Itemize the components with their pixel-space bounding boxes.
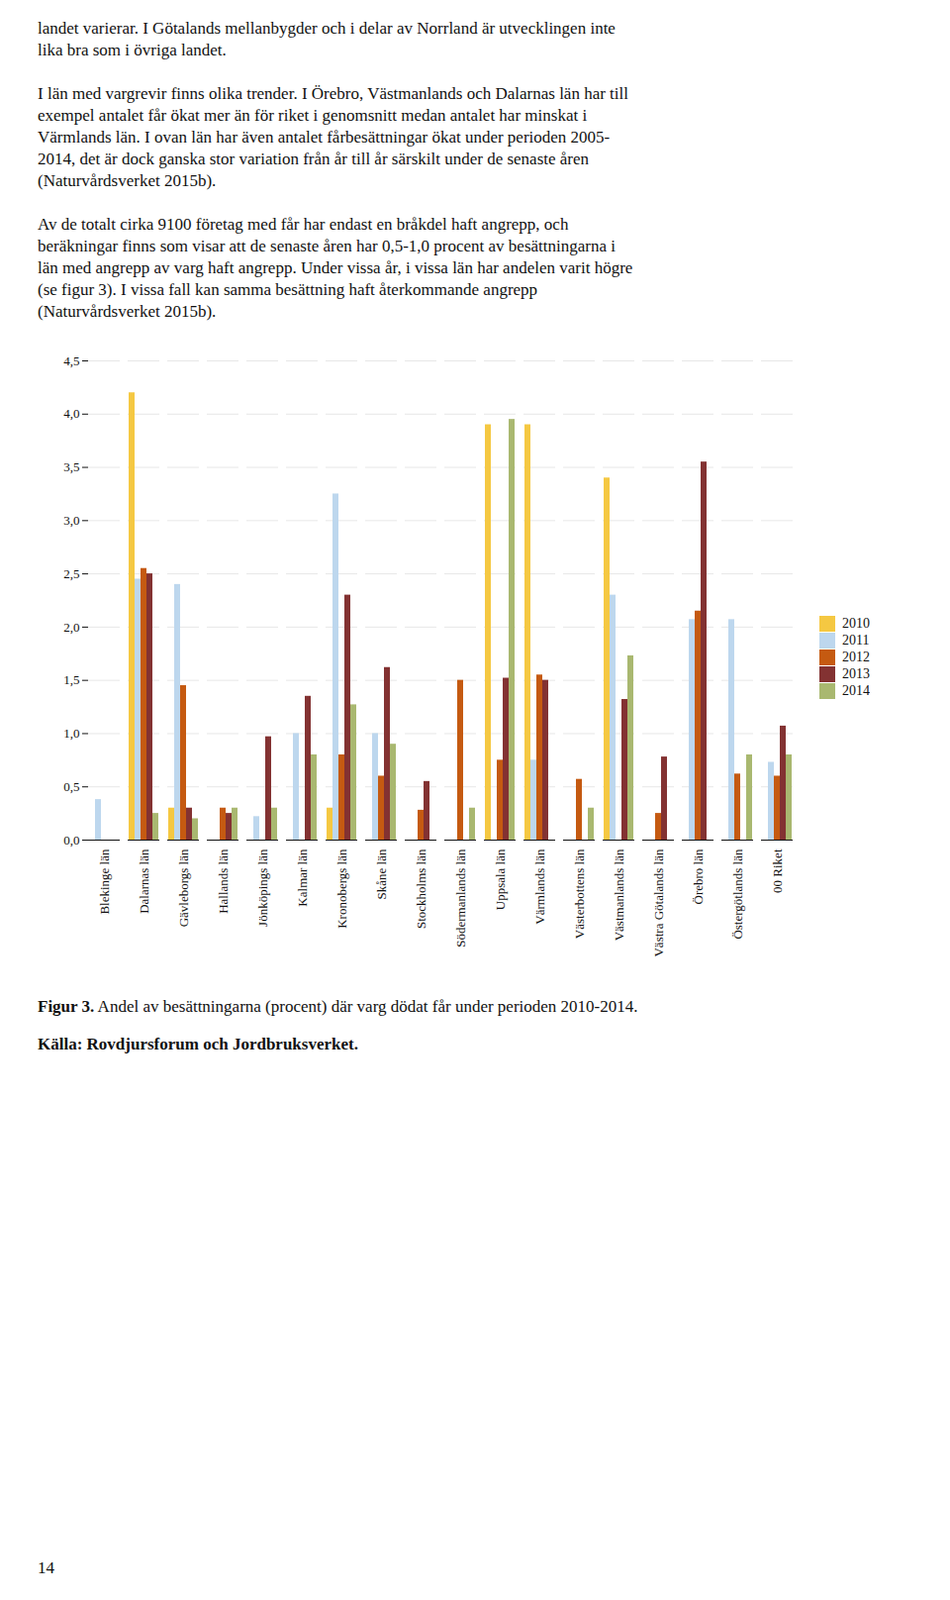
svg-text:3,5: 3,5: [63, 459, 80, 475]
svg-text:1,5: 1,5: [63, 671, 80, 687]
html-text:2013: 2013: [842, 665, 870, 681]
svg-text:Värmlands län: Värmlands län: [532, 848, 548, 925]
svg-text:00 Riket: 00 Riket: [769, 848, 785, 893]
html-text:2014: 2014: [842, 682, 870, 698]
svg-text:2,0: 2,0: [63, 619, 80, 635]
svg-text:0,0: 0,0: [63, 832, 80, 848]
html-text:exempel antalet får ökat mer ä: exempel antalet får ökat mer än för rike…: [37, 105, 587, 125]
html-text:Av de totalt cirka 9100 företa: Av de totalt cirka 9100 företag med får …: [37, 214, 569, 234]
html-text:(Naturvårdsverket 2015b).: (Naturvårdsverket 2015b).: [37, 301, 217, 321]
svg-text:Östergötlands län: Östergötlands län: [730, 848, 746, 940]
html-text:2011: 2011: [842, 632, 870, 648]
html-text:Källa: Rovdjursforum och Jordb: Källa: Rovdjursforum och Jordbruksverket…: [37, 1034, 359, 1053]
svg-text:Jönköpings län: Jönköpings län: [255, 848, 271, 927]
svg-text:4,0: 4,0: [63, 405, 80, 421]
svg-text:Kalmar län: Kalmar län: [294, 848, 310, 907]
html-text:14: 14: [37, 1557, 55, 1577]
svg-text:Västra Götalands län: Västra Götalands län: [651, 848, 666, 957]
html-text:2014, det är dock ganska stor: 2014, det är dock ganska stor variation …: [37, 149, 589, 169]
html-text:(Naturvårdsverket 2015b).: (Naturvårdsverket 2015b).: [37, 171, 217, 190]
svg-text:0,5: 0,5: [63, 778, 80, 794]
svg-text:3,0: 3,0: [63, 512, 80, 528]
html-text:Värmlands län. I ovan län har: Värmlands län. I ovan län har även antal…: [37, 127, 610, 147]
svg-text:Kronobergs län: Kronobergs län: [334, 848, 350, 929]
svg-text:Södermanlands län: Södermanlands län: [453, 848, 469, 948]
svg-text:Västerbottens län: Västerbottens län: [571, 848, 587, 939]
svg-text:1,0: 1,0: [63, 725, 80, 741]
svg-text:2,5: 2,5: [63, 566, 80, 581]
svg-text:Örebro län: Örebro län: [690, 848, 706, 904]
html-text:lika bra som i övriga landet.: lika bra som i övriga landet.: [37, 40, 227, 60]
svg-text:Gävleborgs län: Gävleborgs län: [176, 848, 191, 927]
svg-text:Dalarnas län: Dalarnas län: [136, 848, 152, 914]
svg-text:Blekinge län: Blekinge län: [96, 848, 112, 915]
html-text:län med angrepp av varg haft a: län med angrepp av varg haft angrepp. Un…: [37, 258, 633, 278]
html-text:2010: 2010: [842, 615, 870, 631]
svg-text:Hallands län: Hallands län: [215, 848, 231, 914]
svg-text:4,5: 4,5: [63, 353, 80, 369]
html-text:beräkningar finns som visar at: beräkningar finns som visar att de senas…: [37, 236, 616, 256]
html-text:landet varierar. I Götalands m: landet varierar. I Götalands mellanbygde…: [37, 18, 616, 38]
html-text:Figur 3. Andel av besättningar: Figur 3. Andel av besättningarna (procen…: [37, 996, 638, 1016]
html-text:2012: 2012: [842, 649, 870, 665]
svg-text:Skåne län: Skåne län: [374, 848, 389, 899]
html-text:(se figur 3). I vissa fall kan: (se figur 3). I vissa fall kan samma bes…: [37, 280, 538, 299]
svg-text:Stockholms län: Stockholms län: [413, 848, 429, 929]
svg-text:Västmanlands län: Västmanlands län: [611, 848, 627, 941]
svg-text:Uppsala län: Uppsala län: [492, 848, 508, 910]
html-text:I län med vargrevir finns olik: I län med vargrevir finns olika trender.…: [37, 84, 629, 103]
